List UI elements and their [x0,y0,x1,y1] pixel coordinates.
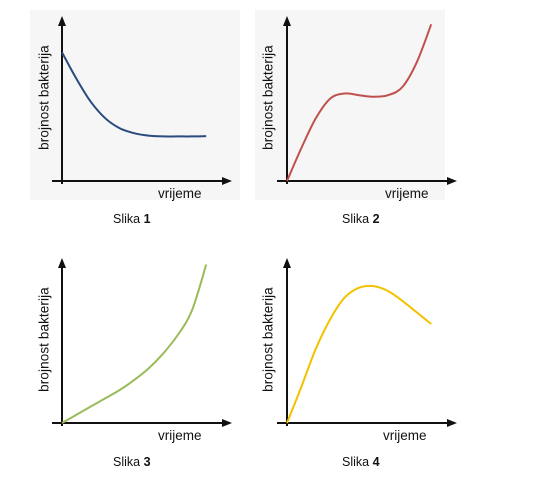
y-axis-arrow [283,258,291,268]
caption-number: 3 [143,455,151,469]
y-axis-arrow [58,16,66,26]
chart-panel-1: brojnost bakterija vrijeme Slika 1 [0,0,270,240]
figure-caption: Slika 1 [113,212,151,226]
chart-panel-4: brojnost bakterija vrijeme Slika 4 [255,242,525,482]
chart-1-svg [52,16,232,185]
caption-prefix: Slika [342,212,370,226]
figure-caption: Slika 3 [113,455,151,469]
x-axis-arrow [222,419,232,427]
series-line [61,264,208,424]
series-line [286,23,433,182]
y-axis-label: brojnost bakterija [260,287,276,392]
caption-prefix: Slika [113,455,141,469]
plot-background [30,10,240,200]
x-axis-arrow [222,177,232,185]
x-axis-label: vrijeme [385,186,429,201]
y-axis-label: brojnost bakterija [260,45,276,150]
caption-number: 1 [143,212,151,226]
chart-panel-2: brojnost bakterija vrijeme Slika 2 [255,0,525,240]
figure-caption: Slika 4 [342,455,380,469]
caption-prefix: Slika [113,212,141,226]
figure-caption: Slika 2 [342,212,380,226]
x-axis-label: vrijeme [383,428,427,443]
caption-prefix: Slika [342,455,370,469]
x-axis-label: vrijeme [158,186,202,201]
y-axis-label: brojnost bakterija [36,45,52,150]
y-axis-arrow [283,16,291,26]
chart-2-svg [277,16,457,185]
series-line [286,284,432,424]
x-axis-arrow [447,419,457,427]
y-axis-label: brojnost bakterija [36,287,52,392]
chart-panel-3: brojnost bakterija vrijeme Slika 3 [0,242,270,482]
x-axis-arrow [447,177,457,185]
y-axis-arrow [58,258,66,268]
caption-number: 4 [372,455,380,469]
caption-number: 2 [372,212,380,226]
x-axis-label: vrijeme [158,428,202,443]
series-line [61,51,207,138]
chart-3-svg [52,258,232,427]
chart-4-svg [277,258,457,427]
